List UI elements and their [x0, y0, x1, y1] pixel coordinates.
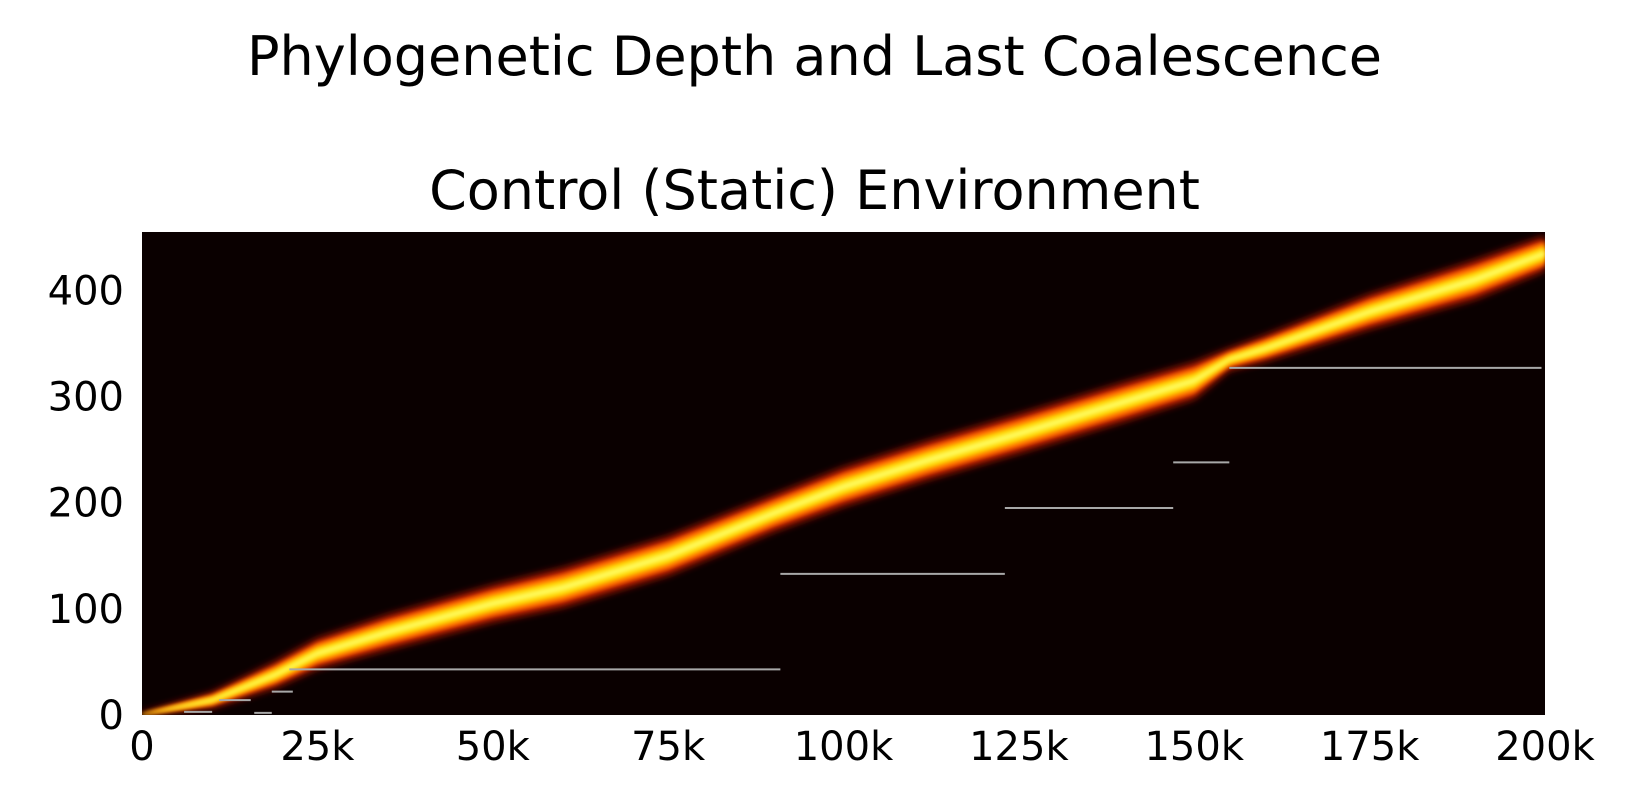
y-tick-label: 200 [48, 481, 124, 527]
x-axis: 0 25k 50k 75k 100k 125k 150k 175k 200k [129, 724, 1595, 770]
chart-subtitle: Control (Static) Environment [429, 159, 1200, 222]
coalescence-lines [184, 366, 1542, 714]
y-tick-label: 400 [48, 268, 124, 314]
depth-band [142, 236, 1545, 715]
y-tick-label: 300 [48, 375, 124, 421]
x-tick-label: 50k [456, 724, 531, 770]
x-tick-label: 150k [1144, 724, 1244, 770]
x-tick-label: 125k [969, 724, 1069, 770]
depth-band-core [142, 245, 1545, 715]
x-tick-label: 100k [794, 724, 894, 770]
x-tick-label: 200k [1495, 724, 1595, 770]
y-tick-label: 0 [99, 693, 124, 739]
x-tick-label: 75k [631, 724, 706, 770]
y-axis: 0 100 200 300 400 [48, 268, 124, 739]
chart-title: Phylogenetic Depth and Last Coalescence [246, 25, 1383, 88]
x-tick-label: 175k [1320, 724, 1420, 770]
y-tick-label: 100 [48, 587, 124, 633]
x-tick-label: 25k [280, 724, 355, 770]
x-tick-label: 0 [129, 724, 154, 770]
